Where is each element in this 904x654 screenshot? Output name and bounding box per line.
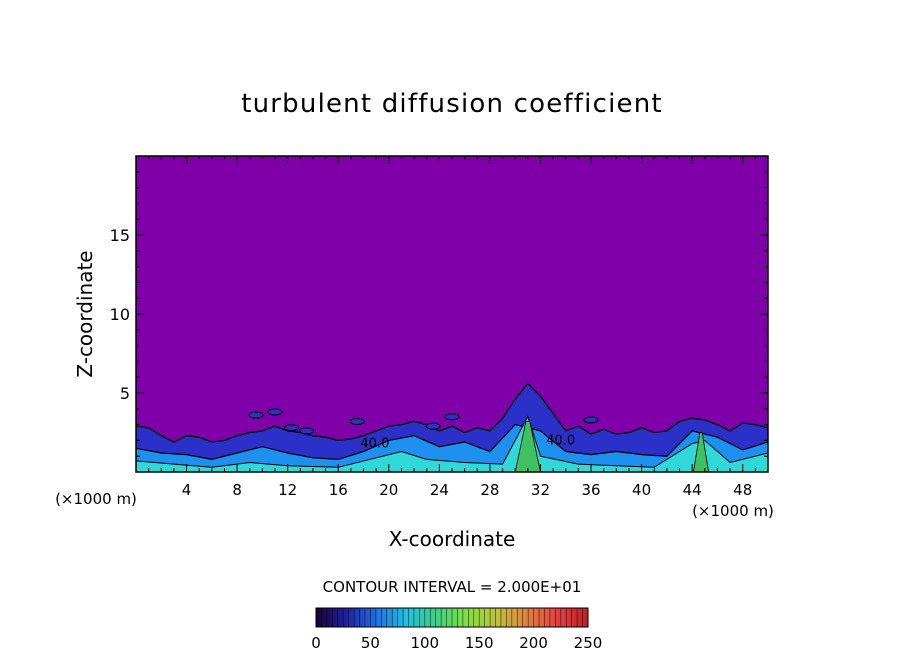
x-tick-label: 40	[632, 481, 651, 499]
x-tick-label: 48	[733, 481, 752, 499]
x-tick-label: 8	[232, 481, 242, 499]
colorbar-tick-label: 100	[410, 634, 439, 652]
x-tick-label: 44	[683, 481, 702, 499]
colorbar-tick-label: 200	[519, 634, 548, 652]
plume-0	[514, 421, 541, 472]
contour-line-mid	[136, 423, 768, 461]
turbulence-blob-0	[267, 408, 283, 416]
y-tick-label: 10	[110, 305, 130, 324]
contour-line-high	[136, 415, 768, 468]
turbulence-blob-3	[248, 411, 264, 419]
turbulence-blob-6	[583, 416, 599, 424]
x-tick-label: 20	[379, 481, 398, 499]
turbulence-blob-5	[349, 417, 365, 425]
axis-ticks	[136, 156, 768, 472]
low-turbulence-layer	[136, 383, 768, 472]
colorbar: 0 50 100 150 200 250	[311, 607, 603, 652]
mid-turbulence-layer	[136, 424, 768, 472]
plume-1	[693, 432, 709, 472]
x-tick-label: 32	[531, 481, 550, 499]
turbulence-blob-7	[425, 422, 441, 430]
colorbar-frame	[315, 607, 589, 628]
y-tick-label: 15	[110, 226, 130, 245]
y-axis-label: Z-coordinate	[73, 250, 97, 377]
colorbar-tick-label: 0	[311, 634, 321, 652]
contour-interval-label: CONTOUR INTERVAL = 2.000E+01	[323, 578, 582, 596]
x-tick-label: 16	[329, 481, 348, 499]
x-unit-label-left: (×1000 m)	[55, 490, 137, 508]
x-tick-labels: 4 8 12 16 20 24 28 32 36 40 44 48	[182, 481, 752, 499]
plot-background	[136, 156, 768, 472]
turbulence-blob-4	[444, 413, 460, 421]
turbulence-blob-2	[299, 427, 315, 435]
colorbar-tick-label: 150	[465, 634, 494, 652]
contour-line-low	[136, 382, 768, 443]
colorbar-tick-label: 50	[361, 634, 380, 652]
plot-area: 40.0 40.0	[135, 155, 769, 473]
x-tick-label: 12	[278, 481, 297, 499]
x-tick-label: 4	[182, 481, 192, 499]
x-tick-label: 28	[480, 481, 499, 499]
contour-label-1: 40.0	[546, 433, 575, 448]
x-tick-label: 24	[430, 481, 449, 499]
contour-label-0: 40.0	[360, 437, 389, 452]
x-tick-label: 36	[581, 481, 600, 499]
x-axis-label: X-coordinate	[389, 527, 516, 551]
y-tick-labels: 5 10 15	[110, 226, 130, 403]
colorbar-tick-label: 250	[574, 634, 603, 652]
x-unit-label-right: (×1000 m)	[692, 502, 774, 520]
chart-title: turbulent diffusion coefficient	[241, 89, 663, 119]
turbulence-blob-1	[283, 424, 299, 432]
y-tick-label: 5	[120, 384, 130, 403]
